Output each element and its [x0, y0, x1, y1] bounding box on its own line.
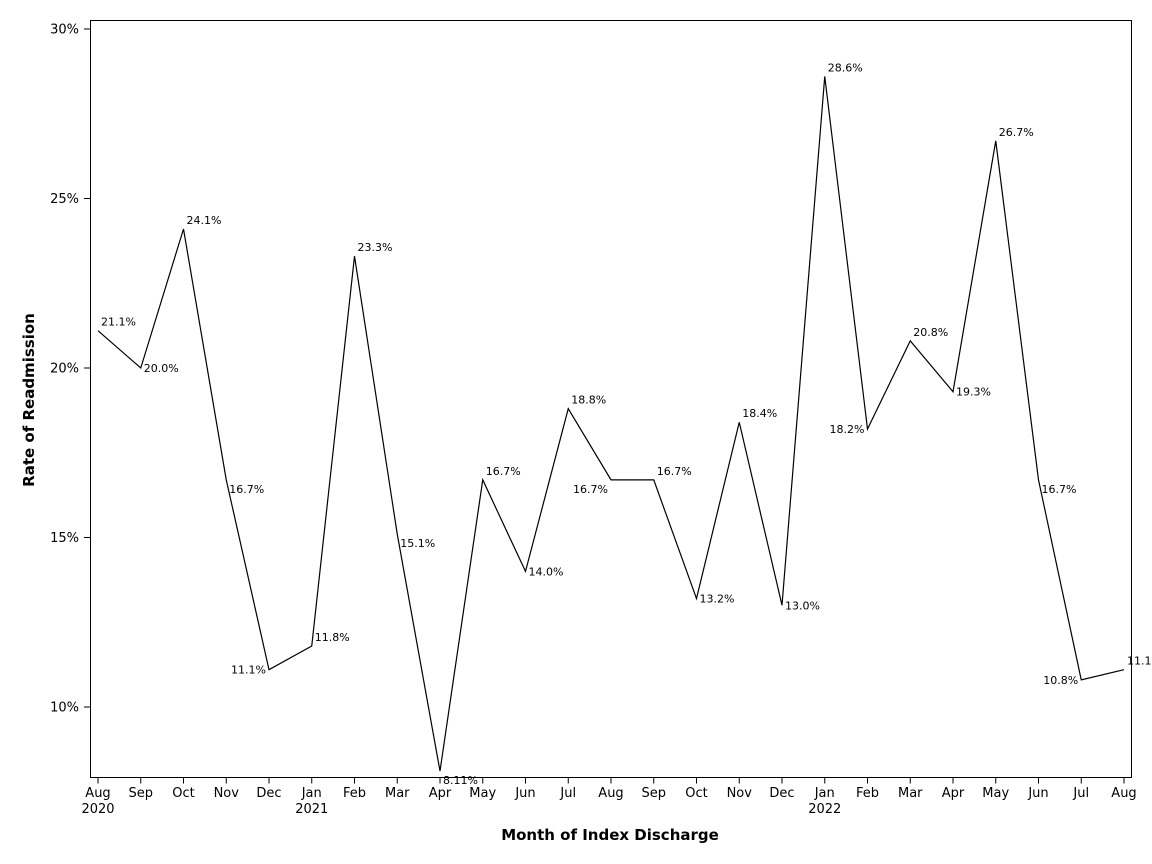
- y-tick-label: 20%: [50, 362, 79, 377]
- x-tick-label-month: Mar: [898, 786, 923, 801]
- data-point-label: 18.8%: [571, 394, 606, 407]
- data-point-label: 8.11%: [443, 774, 478, 787]
- y-tick-label: 15%: [50, 531, 79, 546]
- x-tick-label-month: Jun: [514, 786, 535, 801]
- x-tick-label-year: 2020: [81, 802, 114, 817]
- data-point-label: 20.0%: [144, 362, 179, 375]
- data-point-label: 11.1%: [1127, 655, 1152, 668]
- x-tick-label-month: Oct: [685, 786, 707, 801]
- x-tick-label-month: Apr: [429, 786, 452, 801]
- data-point-label: 16.7%: [1042, 483, 1077, 496]
- data-point-label: 15.1%: [400, 537, 435, 550]
- data-point-label: 14.0%: [529, 565, 564, 578]
- y-tick-label: 10%: [50, 701, 79, 716]
- data-point-label: 26.7%: [999, 126, 1034, 139]
- data-point-label: 11.8%: [315, 631, 350, 644]
- data-point-label: 18.2%: [830, 423, 865, 436]
- data-point-label: 10.8%: [1043, 674, 1078, 687]
- x-tick-label-month: Aug: [1111, 786, 1136, 801]
- x-tick-label-month: Mar: [385, 786, 410, 801]
- data-point-label: 19.3%: [956, 386, 991, 399]
- data-point-label: 13.2%: [700, 593, 735, 606]
- x-tick-label-month: Jan: [301, 786, 322, 801]
- x-tick-label-month: Sep: [641, 786, 666, 801]
- x-tick-label-month: Dec: [256, 786, 281, 801]
- data-point-label: 18.4%: [742, 407, 777, 420]
- x-tick-label-month: May: [982, 786, 1009, 801]
- x-tick-label-month: Jul: [1072, 786, 1089, 801]
- x-tick-label-month: May: [469, 786, 496, 801]
- data-point-label: 21.1%: [101, 316, 136, 329]
- x-tick-label-month: Apr: [942, 786, 965, 801]
- data-point-label: 13.0%: [785, 599, 820, 612]
- y-axis-title: Rate of Readmission: [20, 313, 38, 487]
- data-point-label: 16.7%: [657, 465, 692, 478]
- x-tick-label-year: 2021: [295, 802, 328, 817]
- data-labels: 21.1% 20.0% 24.1% 16.7% 11.1% 11.8% 23.3% 15.1%…: [101, 61, 1152, 787]
- y-tick-label: 30%: [50, 23, 79, 38]
- x-tick-label-month: Jun: [1027, 786, 1048, 801]
- data-point-label: 11.1%: [231, 664, 266, 677]
- x-tick-label-month: Nov: [727, 786, 753, 801]
- data-point-label: 23.3%: [358, 241, 393, 254]
- x-tick-label-month: Aug: [598, 786, 623, 801]
- data-point-label: 28.6%: [828, 61, 863, 74]
- x-tick-label-month: Aug: [85, 786, 110, 801]
- data-point-label: 20.8%: [913, 326, 948, 339]
- data-point-label: 16.7%: [486, 465, 521, 478]
- x-tick-label-month: Jul: [559, 786, 576, 801]
- data-point-label: 16.7%: [229, 483, 264, 496]
- data-point-label: 16.7%: [573, 483, 608, 496]
- x-tick-label-month: Oct: [172, 786, 194, 801]
- x-tick-label-month: Nov: [214, 786, 240, 801]
- readmission-rate-line: [97, 76, 1125, 772]
- x-tick-label-month: Feb: [856, 786, 879, 801]
- x-tick-label-month: Jan: [814, 786, 835, 801]
- x-axis-title: Month of Index Discharge: [501, 826, 719, 844]
- x-tick-label-month: Feb: [343, 786, 366, 801]
- y-tick-label: 25%: [50, 192, 79, 207]
- x-tick-label-year: 2022: [808, 802, 841, 817]
- data-point-label: 24.1%: [187, 214, 222, 227]
- x-tick-label-month: Dec: [769, 786, 794, 801]
- y-axis: 10% 15% 20% 25% 30%: [50, 23, 91, 716]
- x-tick-label-month: Sep: [128, 786, 153, 801]
